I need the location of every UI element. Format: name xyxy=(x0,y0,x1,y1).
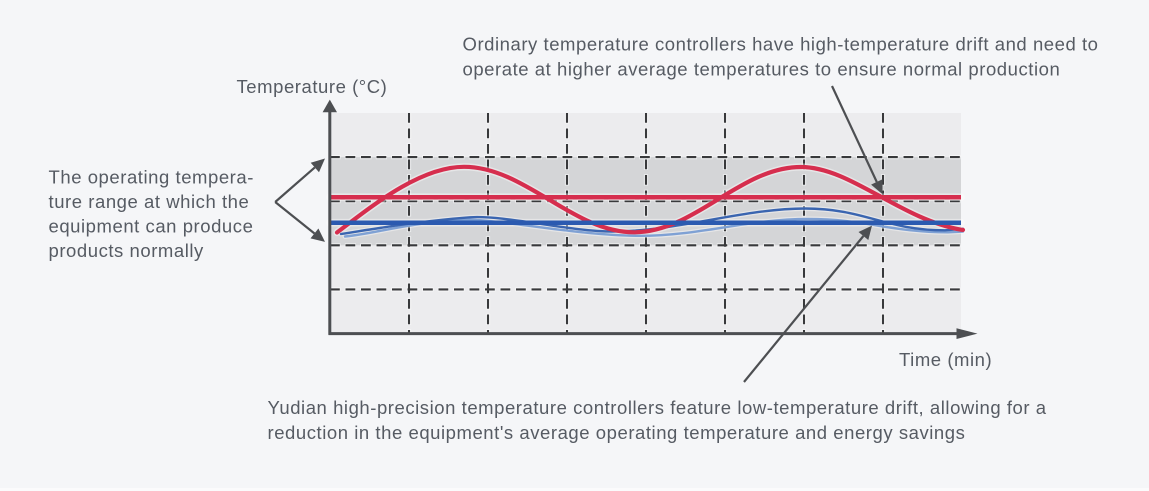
svg-text:products normally: products normally xyxy=(49,240,205,261)
svg-text:Ordinary temperature controlle: Ordinary temperature controllers have hi… xyxy=(463,34,1099,55)
svg-text:Yudian high-precision temperat: Yudian high-precision temperature contro… xyxy=(268,397,1047,418)
svg-text:Temperature (°C): Temperature (°C) xyxy=(237,76,388,97)
svg-text:reduction in the equipment's a: reduction in the equipment's average ope… xyxy=(268,422,966,443)
svg-text:The operating tempera-: The operating tempera- xyxy=(49,167,254,188)
svg-text:equipment can produce: equipment can produce xyxy=(49,216,254,237)
svg-text:ture range at which the: ture range at which the xyxy=(49,191,250,212)
svg-text:operate at higher average temp: operate at higher average temperatures t… xyxy=(463,59,1061,80)
svg-text:Time (min): Time (min) xyxy=(899,349,992,370)
